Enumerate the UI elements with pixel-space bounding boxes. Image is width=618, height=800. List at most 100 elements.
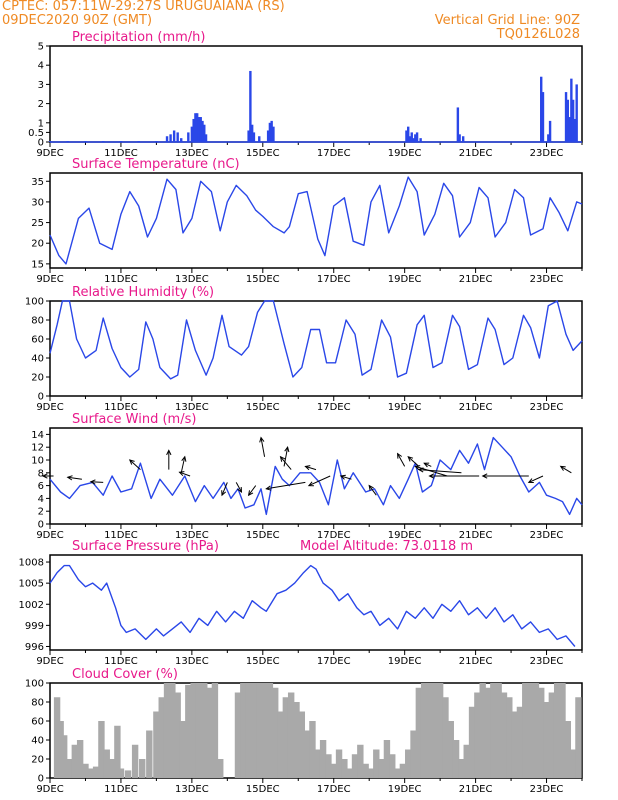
header-date: 09DEC2020 90Z (GMT) (2, 13, 153, 28)
precip-bar (547, 134, 550, 142)
x-tick-label: 17DEC (317, 402, 351, 413)
y-tick-label: 20 (31, 239, 44, 250)
wind-arrow-shaft (129, 459, 141, 470)
x-tick-label: 15DEC (246, 656, 280, 667)
cloud-bar (458, 759, 465, 778)
wind-arrow-shaft (67, 476, 82, 480)
precip-bar (84, 141, 87, 142)
x-tick-label: 13DEC (175, 784, 209, 795)
precip-bar (66, 141, 69, 142)
cloud-bar (179, 721, 187, 778)
cloud-bar (532, 683, 540, 778)
cloud-bar (250, 683, 258, 778)
cloud-bar (543, 702, 550, 778)
cloud-bar (564, 721, 572, 778)
cloud-bar (319, 740, 327, 778)
x-tick-label: 9DEC (36, 656, 63, 667)
cloud-bar (293, 702, 300, 778)
x-tick-label: 15DEC (246, 148, 280, 159)
cloud-bar (474, 692, 481, 778)
wind-arrow-shaft (283, 447, 289, 467)
wind-arrow-shaft (528, 475, 544, 483)
wind-arrow-shaft (305, 465, 317, 471)
y-tick-label: 30 (31, 197, 44, 208)
cloud-bar (277, 711, 284, 778)
cloud-bar (245, 683, 252, 778)
wind-arrow-head (407, 456, 414, 462)
y-tick-label: 80 (31, 316, 44, 327)
precip-bar (199, 117, 202, 142)
cloud-bar (548, 692, 556, 778)
y-tick-label: 12 (31, 443, 44, 454)
precip-bar (180, 138, 183, 142)
cloud-bar (82, 763, 89, 778)
x-tick-label: 21DEC (459, 148, 493, 159)
x-tick-label: 17DEC (317, 274, 351, 285)
cloud-bar (351, 754, 359, 778)
cloud-bar (309, 721, 316, 778)
precip-bar (155, 141, 158, 142)
cloud-bar (256, 683, 263, 778)
precip-bar (566, 99, 570, 142)
x-tick-label: 13DEC (175, 656, 209, 667)
wind-arrow-shaft (260, 437, 266, 457)
cloud-bar (341, 759, 348, 778)
cloud-bar (185, 684, 192, 778)
wind-arrow-shaft (423, 462, 432, 467)
cloud-bar (57, 721, 64, 778)
y-tick-label: 2 (38, 507, 44, 518)
y-tick-label: 3 (38, 80, 44, 91)
wind-arrow-shaft (418, 469, 462, 474)
y-tick-label: 2 (38, 99, 44, 110)
cloud-bar (240, 683, 247, 778)
precip-bar (414, 134, 417, 142)
x-tick-label: 17DEC (317, 530, 351, 541)
precip-bar (456, 107, 460, 142)
x-tick-label: 23DEC (530, 656, 564, 667)
precip-bar (573, 118, 577, 142)
wind-arrow-head (428, 473, 435, 479)
cloud-bar (436, 683, 444, 778)
cloud-bar (158, 697, 165, 778)
wind-arrow-shaft (340, 475, 352, 480)
y-tick-label: 100 (25, 297, 44, 308)
precip-bar (258, 136, 261, 142)
x-tick-label: 19DEC (388, 274, 422, 285)
x-tick-label: 13DEC (175, 402, 209, 413)
y-tick-label: 60 (31, 717, 44, 728)
cloud-bar (468, 706, 476, 778)
x-tick-label: 19DEC (388, 656, 422, 667)
y-tick-label: 996 (25, 642, 44, 653)
wind-arrow-head (128, 459, 135, 465)
panel-2 (46, 172, 583, 273)
x-tick-label: 11DEC (104, 530, 138, 541)
cloud-bar (108, 759, 116, 778)
cloud-bar (447, 721, 454, 778)
cloud-bar (169, 683, 176, 778)
cloud-bar (195, 683, 203, 778)
cloud-bar (538, 687, 545, 778)
y-tick-label: 20 (31, 755, 44, 766)
x-tick-label: 15DEC (246, 530, 280, 541)
x-tick-label: 13DEC (175, 274, 209, 285)
cloud-bar (569, 749, 577, 778)
x-tick-label: 17DEC (317, 656, 351, 667)
y-tick-label: 4 (38, 61, 44, 72)
cloud-bar (367, 768, 375, 778)
y-tick-label: 80 (31, 698, 44, 709)
wind-arrow-head (89, 479, 96, 485)
cloud-bar (575, 697, 582, 778)
cloud-bar (362, 763, 369, 778)
x-tick-label: 15DEC (246, 784, 280, 795)
x-tick-label: 23DEC (530, 402, 564, 413)
precip-bar (172, 130, 176, 142)
panel-3 (46, 300, 583, 401)
wind-arrow-shaft (235, 482, 242, 493)
cloud-bar (553, 683, 561, 778)
cloud-bar (314, 749, 321, 778)
cloud-bar (131, 744, 139, 778)
wind-arrow-head (481, 473, 488, 479)
panel-title: Surface Pressure (hPa) (72, 539, 219, 554)
precip-bar (575, 84, 578, 142)
